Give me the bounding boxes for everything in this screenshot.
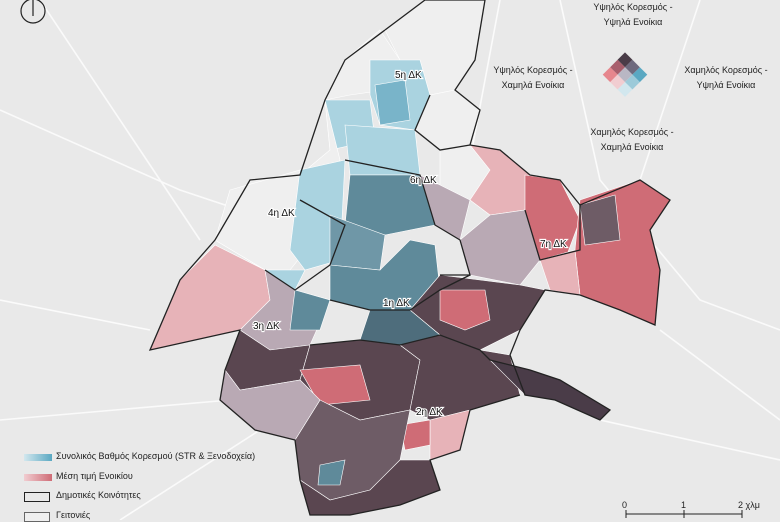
legend-saturation-label: Συνολικός Βαθμός Κορεσμού (STR & Ξενοδοχ…	[56, 451, 256, 461]
district-label-6: 6η ΔΚ	[410, 175, 437, 186]
district-label-1: 1η ΔΚ	[383, 298, 410, 309]
neighborhood-2-blue-south	[317, 459, 346, 486]
district-labels: 5η ΔΚ 6η ΔΚ 4η ΔΚ 7η ΔΚ 1η ΔΚ 3η ΔΚ 2η Δ…	[252, 69, 568, 419]
neighborhood-1-red	[439, 289, 491, 331]
legend-saturation-swatch	[24, 454, 52, 461]
legend-communities-swatch	[24, 492, 50, 502]
bivariate-cell	[617, 52, 633, 68]
bivariate-label-right-line1: Χαμηλός Κορεσμός -	[684, 65, 768, 75]
bivariate-label-right: Χαμηλός Κορεσμός - Υψηλά Ενοίκια	[672, 63, 780, 93]
neighborhood-3-blue	[289, 289, 331, 331]
district-label-3: 3η ΔΚ	[253, 321, 280, 332]
scale-tick-1: 1	[681, 500, 687, 510]
bivariate-cell	[617, 82, 633, 97]
bivariate-cell	[617, 67, 633, 83]
scale-bar	[625, 510, 743, 518]
legend-neighborhoods-label: Γειτονιές	[56, 510, 91, 520]
neighborhoods-layer	[149, 0, 671, 516]
neighborhood-7-dark	[579, 194, 621, 246]
scale-tick-2: 2 χλμ	[738, 500, 760, 510]
district-label-5: 5η ΔΚ	[395, 70, 422, 81]
bivariate-label-left-line1: Υψηλός Κορεσμός -	[493, 65, 573, 75]
community-borders	[148, 0, 671, 516]
bivariate-label-top-line1: Υψηλός Κορεσμός -	[593, 2, 673, 12]
bivariate-label-bottom-line1: Χαμηλός Κορεσμός -	[590, 127, 674, 137]
bivariate-label-left: Υψηλός Κορεσμός - Χαμηλά Ενοίκια	[478, 63, 588, 93]
legend-neighborhoods-swatch	[24, 512, 50, 522]
scale-tick-0: 0	[622, 500, 628, 510]
legend-rent-label: Μέση τιμή Ενοικίου	[56, 471, 133, 481]
bivariate-label-bottom: Χαμηλός Κορεσμός - Χαμηλά Ενοίκια	[572, 125, 692, 155]
district-label-4: 4η ΔΚ	[268, 208, 295, 219]
bivariate-label-bottom-line2: Χαμηλά Ενοίκια	[600, 142, 664, 152]
bivariate-label-right-line2: Υψηλά Ενοίκια	[696, 80, 756, 90]
north-arrow-icon	[20, 0, 46, 24]
district-label-2: 2η ΔΚ	[416, 407, 443, 418]
bivariate-label-top: Υψηλός Κορεσμός - Υψηλά Ενοίκια	[578, 0, 688, 30]
bivariate-legend-grid	[602, 52, 648, 97]
bivariate-label-left-line2: Χαμηλά Ενοίκια	[501, 80, 565, 90]
district-label-7: 7η ΔΚ	[540, 239, 567, 250]
legend-communities-label: Δημοτικές Κοινότητες	[56, 490, 141, 500]
bivariate-label-top-line2: Υψηλά Ενοίκια	[603, 17, 663, 27]
legend-rent-swatch	[24, 474, 52, 481]
neighborhood-5-blue2	[374, 79, 411, 126]
neighborhood-6-dark-a	[344, 174, 436, 236]
